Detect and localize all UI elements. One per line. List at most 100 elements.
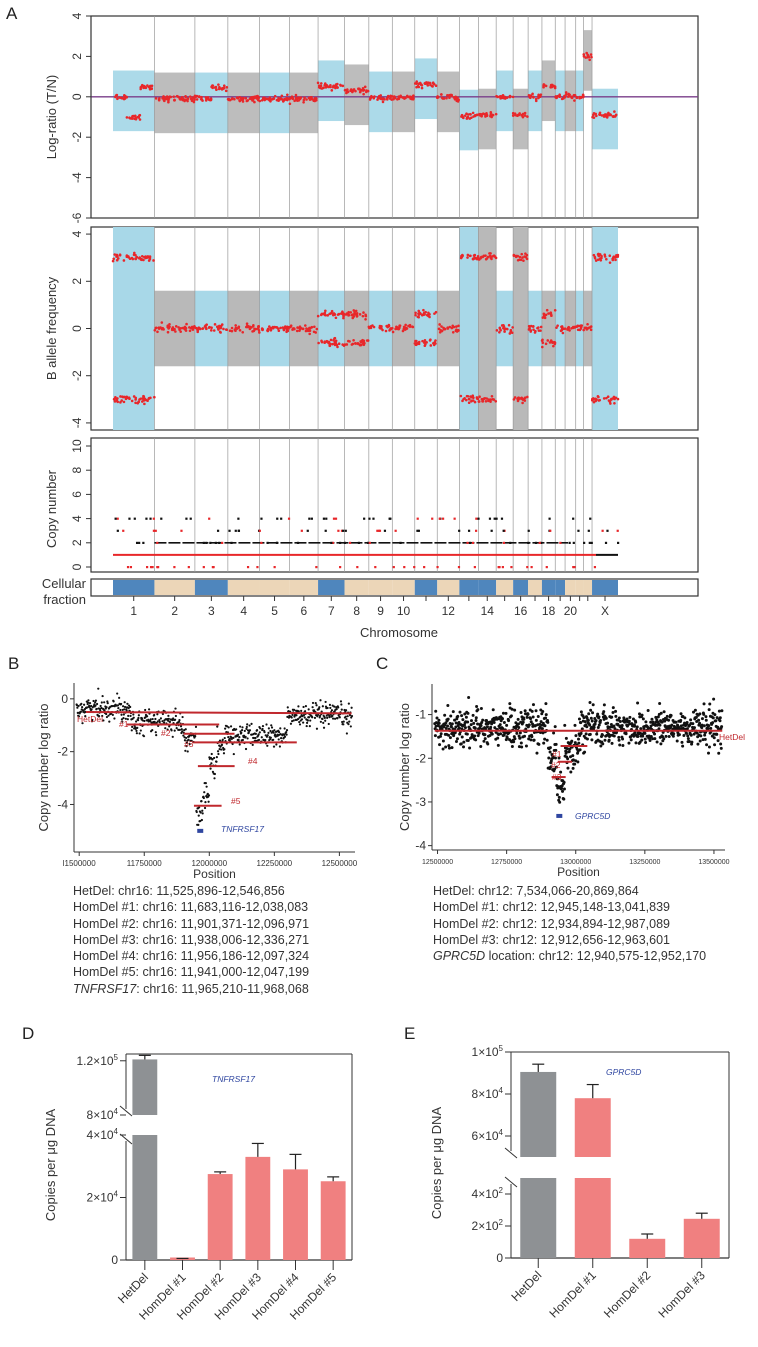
data-point bbox=[597, 715, 601, 719]
x-tick-label: 12000000 bbox=[191, 859, 227, 868]
data-point bbox=[679, 712, 683, 716]
cellular-fraction-segment bbox=[583, 580, 593, 595]
copynumber-point bbox=[234, 529, 237, 532]
data-point bbox=[458, 732, 462, 736]
data-point bbox=[580, 727, 584, 731]
logratio-segment-point bbox=[253, 100, 256, 104]
data-point bbox=[241, 738, 244, 742]
coordinate-text: HomDel #5: chr16: 11,941,000-12,047,199 bbox=[73, 965, 310, 980]
y-tick-label: -2 bbox=[70, 370, 84, 381]
baf-segment-point bbox=[551, 340, 554, 344]
baf-segment-point bbox=[326, 340, 330, 344]
data-point bbox=[318, 714, 322, 717]
data-point bbox=[260, 736, 263, 739]
baf-segment-point bbox=[608, 261, 612, 264]
data-point bbox=[203, 791, 206, 794]
data-point bbox=[147, 718, 150, 721]
data-point bbox=[237, 738, 240, 741]
data-point bbox=[453, 718, 457, 722]
gene-label: GPRC5D bbox=[575, 811, 610, 821]
baf-segment-point bbox=[228, 329, 232, 332]
logratio-segment-point bbox=[246, 99, 250, 102]
logratio-probe-band bbox=[392, 71, 415, 133]
data-point bbox=[567, 750, 571, 754]
baf-segment-point bbox=[390, 326, 394, 330]
data-point bbox=[130, 729, 133, 732]
logratio-segment-point bbox=[463, 114, 467, 117]
data-point bbox=[463, 712, 467, 716]
logratio-segment-point bbox=[579, 96, 583, 99]
baf-segment-point bbox=[166, 330, 170, 334]
baf-segment-point bbox=[398, 324, 401, 327]
data-point bbox=[516, 722, 520, 726]
baf-segment-point bbox=[257, 324, 261, 328]
copynumber-point bbox=[256, 566, 259, 569]
baf-segment-point bbox=[140, 400, 144, 403]
data-point bbox=[462, 745, 466, 749]
data-point bbox=[586, 718, 590, 722]
data-point bbox=[311, 716, 314, 719]
data-point bbox=[507, 719, 511, 723]
data-point bbox=[258, 731, 261, 734]
data-point bbox=[125, 709, 128, 712]
y-axis-label: B allele frequency bbox=[44, 276, 59, 380]
data-point bbox=[553, 725, 557, 729]
data-point bbox=[223, 736, 226, 740]
data-point bbox=[120, 718, 124, 721]
bar-5 bbox=[320, 1181, 346, 1260]
data-point bbox=[661, 735, 665, 739]
baf-segment-point bbox=[427, 314, 430, 318]
baf-segment-point bbox=[442, 326, 445, 330]
data-point bbox=[309, 719, 312, 722]
cellular-fraction-label-line1: Cellular bbox=[42, 576, 87, 591]
data-point bbox=[325, 714, 328, 717]
data-point bbox=[597, 723, 601, 727]
copynumber-point bbox=[477, 517, 480, 520]
copynumber-point bbox=[526, 566, 529, 569]
data-point bbox=[541, 709, 545, 713]
data-point bbox=[230, 737, 233, 741]
logratio-segment-point bbox=[268, 96, 272, 99]
baf-segment-point bbox=[168, 322, 171, 326]
copynumber-point bbox=[509, 541, 512, 544]
data-point bbox=[345, 732, 348, 735]
data-point bbox=[649, 735, 653, 739]
baf-segment-point bbox=[552, 344, 555, 348]
data-point bbox=[328, 703, 332, 706]
data-point bbox=[167, 717, 170, 720]
logratio-segment-point bbox=[322, 86, 325, 90]
cellular-fraction-segment bbox=[541, 580, 556, 595]
data-point bbox=[199, 819, 202, 823]
data-point bbox=[302, 714, 306, 717]
logratio-segment-point bbox=[392, 95, 396, 99]
data-point bbox=[129, 705, 132, 709]
data-point bbox=[469, 719, 473, 723]
baf-segment-point bbox=[345, 343, 349, 346]
data-point bbox=[630, 722, 634, 726]
data-point bbox=[536, 714, 540, 718]
data-point bbox=[277, 738, 280, 741]
data-point bbox=[317, 713, 320, 716]
logratio-segment-point bbox=[581, 95, 585, 99]
baf-segment-point bbox=[596, 258, 600, 261]
logratio-segment-point bbox=[436, 95, 439, 98]
data-point bbox=[170, 729, 173, 732]
data-point bbox=[307, 716, 311, 719]
data-point bbox=[583, 720, 587, 724]
data-point bbox=[707, 751, 711, 755]
data-point bbox=[82, 703, 86, 706]
cellular-fraction-segment bbox=[513, 580, 529, 595]
data-point bbox=[283, 735, 287, 738]
data-point bbox=[333, 705, 336, 708]
cellular-fraction-segment bbox=[555, 580, 566, 595]
logratio-segment-point bbox=[413, 82, 417, 85]
baf-segment-point bbox=[516, 399, 520, 403]
logratio-segment-point bbox=[445, 96, 448, 100]
data-point bbox=[137, 714, 140, 717]
copynumber-point bbox=[296, 541, 300, 544]
data-point bbox=[174, 707, 177, 710]
copynumber-point bbox=[510, 566, 513, 569]
data-point bbox=[715, 716, 719, 720]
